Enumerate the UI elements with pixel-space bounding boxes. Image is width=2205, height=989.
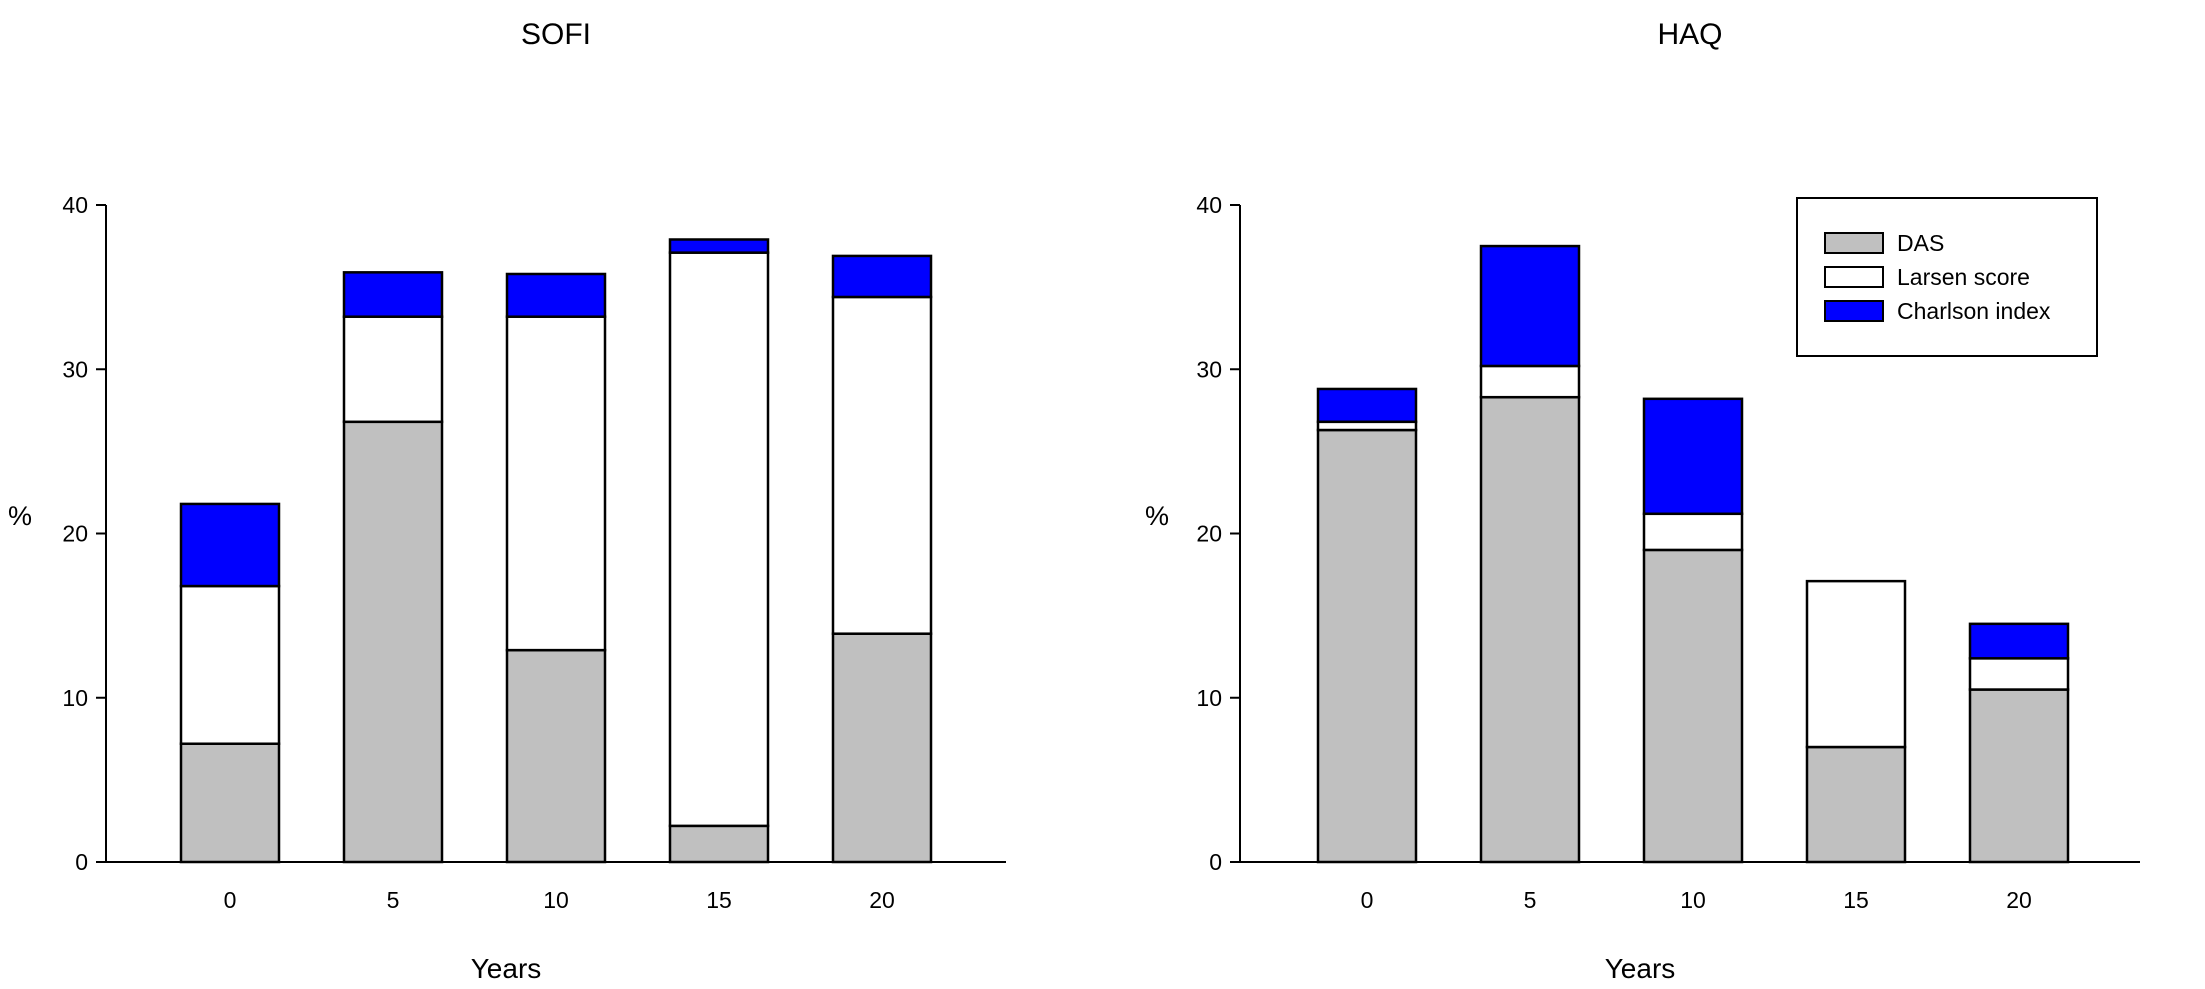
- chart-sofi-bar-larsen-score-10: [505, 315, 607, 652]
- chart-haq-legend-swatch-larsen-score: [1824, 266, 1884, 288]
- chart-haq-legend: DAS Larsen score Charlson index: [1796, 197, 2098, 357]
- chart-sofi-bar-charlson-index-0: [179, 502, 281, 588]
- chart-sofi-y-axis-label: %: [8, 501, 32, 531]
- chart-haq-title: HAQ: [1657, 18, 1722, 51]
- chart-haq-legend-label-charlson-index: Charlson index: [1897, 298, 2051, 324]
- chart-haq-bar-das-20: [1968, 688, 2070, 864]
- chart-sofi-title: SOFI: [521, 18, 591, 51]
- chart-haq-bar-das-15: [1805, 745, 1907, 864]
- chart-haq-bar-das-10: [1642, 548, 1744, 864]
- chart-haq-y-tick-label: 10: [1196, 685, 1222, 711]
- chart-sofi-x-tick-label: 20: [869, 887, 895, 913]
- chart-sofi-y-tick-label: 40: [62, 192, 88, 218]
- chart-haq-x-tick-label: 0: [1361, 887, 1374, 913]
- chart-sofi-x-tick-label: 0: [224, 887, 237, 913]
- chart-sofi-x-tick-label: 10: [543, 887, 569, 913]
- chart-sofi-bar-das-0: [179, 742, 281, 864]
- chart-sofi-bar-larsen-score-15: [668, 251, 770, 828]
- chart-haq-bar-das-5: [1479, 395, 1581, 864]
- chart-sofi-y-tick-label: 30: [62, 356, 88, 382]
- chart-haq-legend-swatch-charlson-index: [1824, 300, 1884, 322]
- chart-haq-legend-label-larsen-score: Larsen score: [1897, 264, 2030, 290]
- chart-haq-legend-swatch-das: [1824, 232, 1884, 254]
- chart-haq-bar-charlson-index-0: [1316, 387, 1418, 424]
- chart-haq-bar-larsen-score-20: [1968, 657, 2070, 691]
- chart-sofi-bar-charlson-index-5: [342, 271, 444, 318]
- chart-sofi-x-axis-label: Years: [471, 953, 542, 984]
- chart-haq-y-tick-label: 20: [1196, 521, 1222, 547]
- chart-sofi-bar-das-10: [505, 648, 607, 864]
- chart-haq-x-tick-label: 20: [2006, 887, 2032, 913]
- chart-haq-bar-charlson-index-20: [1968, 622, 2070, 660]
- chart-sofi-bar-charlson-index-10: [505, 272, 607, 318]
- chart-sofi-bar-das-5: [342, 420, 444, 864]
- chart-haq-bar-larsen-score-10: [1642, 512, 1744, 552]
- chart-haq-x-tick-label: 15: [1843, 887, 1869, 913]
- chart-haq-bar-das-0: [1316, 428, 1418, 864]
- chart-sofi-bar-larsen-score-20: [831, 295, 933, 635]
- chart-haq-bar-larsen-score-5: [1479, 364, 1581, 399]
- chart-sofi-bar-das-15: [668, 824, 770, 864]
- chart-haq-bar-charlson-index-5: [1479, 244, 1581, 368]
- chart-haq-x-axis-label: Years: [1605, 953, 1676, 984]
- chart-sofi-x-tick-label: 5: [387, 887, 400, 913]
- chart-sofi-y-tick-label: 10: [62, 685, 88, 711]
- chart-panel-sofi: SOFI 0 10 20 30 40% Years 0 5 10 15 20: [8, 18, 1006, 984]
- chart-haq-y-tick-label: 40: [1196, 192, 1222, 218]
- chart-haq-x-tick-label: 10: [1680, 887, 1706, 913]
- chart-panel-haq: HAQ 0 10 20 30 40% Years 0 5 10 15 20 DAS Larsen scor…: [1145, 18, 2140, 984]
- chart-sofi-x-tick-label: 15: [706, 887, 732, 913]
- chart-sofi-bar-das-20: [831, 632, 933, 864]
- chart-sofi-bar-charlson-index-20: [831, 254, 933, 299]
- chart-haq-bar-larsen-score-15: [1805, 579, 1907, 749]
- chart-sofi-bar-charlson-index-15: [668, 238, 770, 254]
- chart-haq-y-tick-label: 0: [1209, 849, 1222, 875]
- chart-haq-y-tick-label: 30: [1196, 356, 1222, 382]
- chart-sofi-y-tick-label: 20: [62, 521, 88, 547]
- chart-sofi-bar-larsen-score-5: [342, 315, 444, 424]
- chart-haq-legend-label-das: DAS: [1897, 230, 1944, 256]
- chart-haq-y-axis-label: %: [1145, 501, 1169, 531]
- chart-sofi-y-tick-label: 0: [75, 849, 88, 875]
- chart-haq-x-tick-label: 5: [1524, 887, 1537, 913]
- chart-haq-bar-charlson-index-10: [1642, 397, 1744, 516]
- chart-sofi-bar-larsen-score-0: [179, 584, 281, 745]
